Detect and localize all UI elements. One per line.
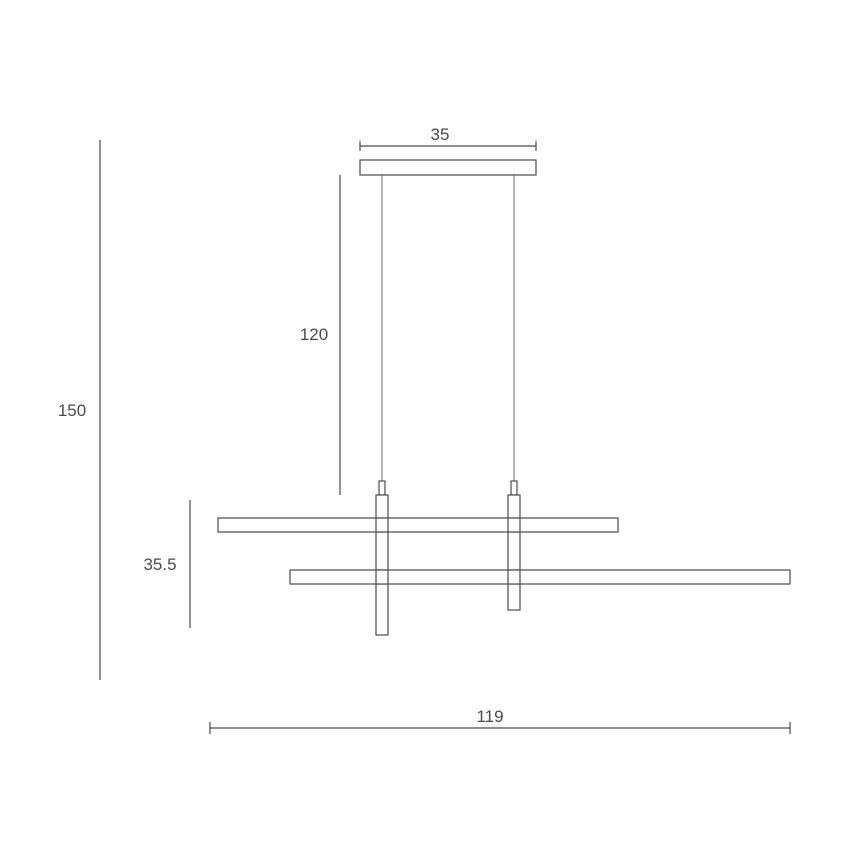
dim-label-35: 35 <box>431 125 450 144</box>
dim-label-120: 120 <box>300 325 328 344</box>
rod-left-cross-upper <box>376 518 388 532</box>
rod-left-cross-lower <box>376 570 388 584</box>
dim-label-119: 119 <box>476 707 503 726</box>
dim-label-150: 150 <box>58 401 86 420</box>
vertical-rod-left <box>376 495 388 635</box>
horizontal-bar-upper <box>218 518 618 532</box>
vertical-rod-right <box>508 495 520 610</box>
wire-ferrule-right <box>511 481 517 495</box>
dim-label-35-5: 35.5 <box>143 555 176 574</box>
wire-ferrule-left <box>379 481 385 495</box>
horizontal-bar-lower <box>290 570 790 584</box>
rod-right-cross-upper <box>508 518 520 532</box>
canopy-plate <box>360 160 536 175</box>
rod-right-cross-lower <box>508 570 520 584</box>
